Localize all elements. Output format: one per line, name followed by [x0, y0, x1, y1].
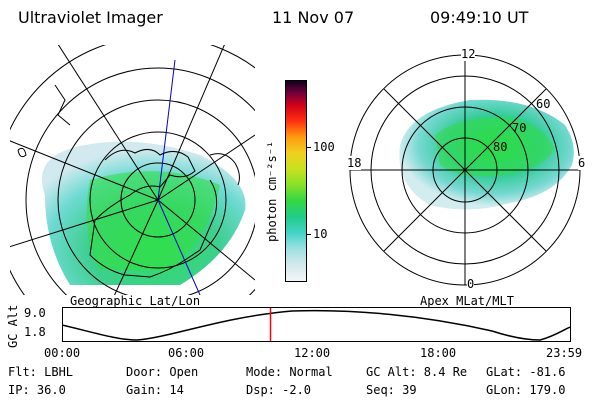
gc-alt-plot	[62, 307, 571, 342]
gc-alt-ytick-low: 1.8	[24, 325, 46, 339]
time-tick-0000: 00:00	[44, 346, 81, 360]
ip-readout: IP: 36.0	[8, 383, 66, 397]
time-readout: 09:49:10 UT	[430, 8, 529, 27]
time-tick-2359: 23:59	[546, 346, 583, 360]
gc-alt-ytick-high: 9.0	[24, 306, 46, 320]
colorbar-tick-10	[306, 234, 311, 235]
time-tick-1800: 18:00	[420, 346, 457, 360]
mode-readout: Mode: Normal	[246, 365, 333, 379]
colorbar-tick-100	[306, 147, 311, 148]
mlt-label-6: 6	[578, 156, 586, 170]
colorbar-label-10: 10	[313, 227, 328, 241]
date-readout: 11 Nov 07	[272, 8, 355, 27]
colorbar-label-100: 100	[313, 140, 335, 154]
apex-polar-map	[349, 54, 581, 286]
glon-readout: GLon: 179.0	[486, 383, 566, 397]
mlat-label-70: 70	[512, 121, 527, 135]
time-tick-1200: 12:00	[294, 346, 331, 360]
geographic-map-label: Geographic Lat/Lon	[70, 294, 201, 308]
seq-readout: Seq: 39	[366, 383, 417, 397]
filter-readout: Flt: LBHL	[8, 365, 74, 379]
door-readout: Door: Open	[126, 365, 199, 379]
gc-alt-readout: GC Alt: 8.4 Re	[366, 365, 468, 379]
time-tick-0600: 06:00	[168, 346, 205, 360]
mlt-label-12: 12	[461, 47, 476, 61]
dsp-readout: Dsp: -2.0	[246, 383, 312, 397]
geographic-map	[10, 45, 255, 295]
gc-alt-curve	[62, 309, 571, 341]
apex-map-label: Apex MLat/MLT	[420, 294, 514, 308]
gain-readout: Gain: 14	[126, 383, 184, 397]
mlat-label-60: 60	[536, 97, 551, 111]
glat-readout: GLat: -81.6	[486, 365, 566, 379]
mlt-label-18: 18	[347, 156, 362, 170]
intensity-colorbar	[285, 80, 307, 282]
app-title: Ultraviolet Imager	[18, 8, 163, 27]
gc-alt-ylabel: GC Alt	[6, 304, 20, 348]
mlat-label-80: 80	[493, 140, 508, 154]
colorbar-unit-label: photon cm⁻²s⁻¹	[265, 140, 279, 242]
mlt-label-0: 0	[467, 277, 475, 291]
